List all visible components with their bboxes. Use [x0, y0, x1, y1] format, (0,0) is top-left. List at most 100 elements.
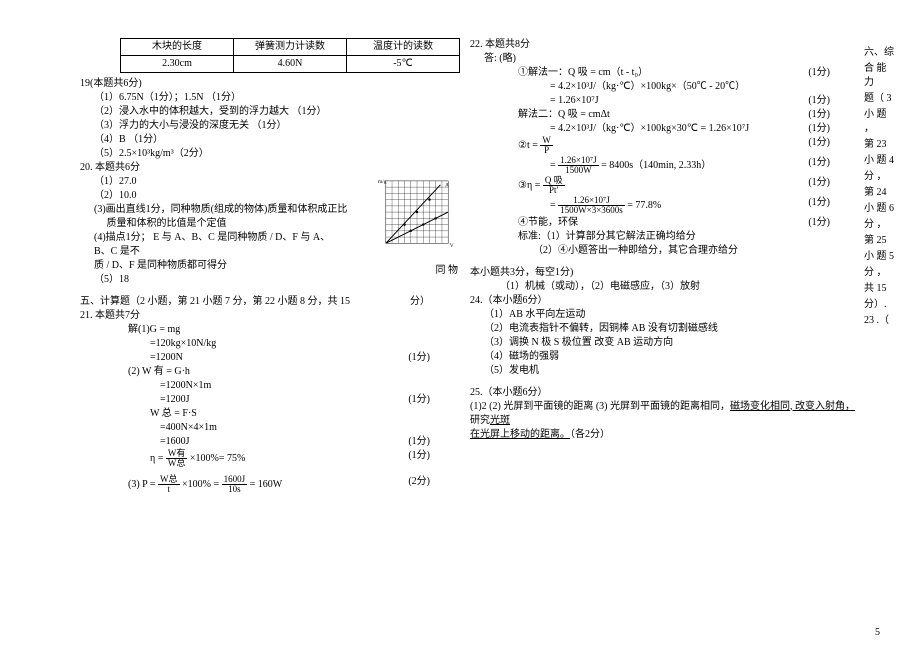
t3-formula: ③η = Q 吸Pt′ [470, 176, 565, 196]
t2-formula: ②t = WP [470, 136, 553, 156]
r-line: 小 题 ， [864, 108, 894, 136]
t3-lhs: ③η = [518, 180, 543, 191]
r-line: 第 24 [864, 186, 894, 200]
q19-line: （4）B （1分） [80, 133, 460, 147]
score: (1分) [808, 66, 830, 80]
p-mid: ×100% = [182, 479, 222, 490]
axis-label-m: m/g [378, 179, 387, 185]
q20-line: （2）10.0 [80, 189, 374, 203]
r-line: 分 ， [864, 266, 894, 280]
page-root: 木块的长度 弹簧测力计读数 温度计的读数 2.30cm 4.60N -5℃ 19… [0, 0, 920, 650]
eta-lhs: η = [150, 453, 166, 464]
q24-line: （4）磁场的强弱 [470, 350, 860, 364]
chart-wrap: m/g A V 同 物 [374, 175, 460, 278]
score: (1分) [808, 136, 830, 156]
score: (1分) [808, 156, 830, 176]
q20-body: （1）27.0 （2）10.0 (3)画出直线1分，同种物质(组成的物体)质量和… [80, 175, 460, 287]
q21-line: =1200N×1m [80, 379, 460, 393]
t2-lhs: ②t = [518, 140, 540, 151]
t3b-rhs: = 77.8% [627, 200, 661, 211]
score: (1分) [408, 393, 430, 407]
q19-line: （1）6.75N（1分）；1.5N （1分） [80, 91, 460, 105]
q25-e: 在光屏上移动的距离。 [470, 429, 570, 440]
left-column: 木块的长度 弹簧测力计读数 温度计的读数 2.30cm 4.60N -5℃ 19… [80, 38, 460, 630]
r-line: 分 ， [864, 218, 894, 232]
q22-line: ④节能，环保 [470, 216, 578, 230]
tail-text: 同 物 [374, 264, 460, 278]
r-line: 第 25 [864, 234, 894, 248]
r-line: 题（ 3 [864, 92, 894, 106]
p-formula: (3) P = W总t ×100% = 1600J10s = 160W [80, 475, 282, 495]
q19-title: 19(本题共6分) [80, 77, 460, 91]
score: (1分) [408, 449, 430, 469]
r-line: 六、综 [864, 46, 894, 60]
q20-line: (3)画出直线1分，同种物质(组成的物体)质量和体积成正比 [80, 203, 374, 217]
td-temp: -5℃ [347, 56, 460, 73]
score: (1分) [808, 216, 830, 230]
r-line: 23 .（ [864, 314, 894, 328]
q19-line: （5）2.5×10³kg/m³（2分） [80, 147, 460, 161]
q25-line: (1)2 (2) 光屏到平面镜的距离 (3) 光屏到平面镜的距离相同，磁场变化相… [470, 400, 860, 428]
q25-c: 研究 [470, 415, 490, 426]
table-row: 木块的长度 弹簧测力计读数 温度计的读数 [121, 39, 460, 56]
score: (2分) [408, 475, 430, 495]
score: (1分) [808, 122, 830, 136]
eta-den: W总 [166, 459, 188, 468]
section5-title: 五、计算题（2 小题，第 21 小题 7 分，第 22 小题 8 分，共 15 [80, 295, 350, 309]
q21-line: W 总 = F·S [80, 407, 460, 421]
td-length: 2.30cm [121, 56, 234, 73]
q24-line: （3）调换 N 极 S 极位置 改变 AB 运动方向 [470, 336, 860, 350]
sub3-title: 本小题共3分，每空1分) [470, 266, 860, 280]
section5-tail: 分） [410, 295, 430, 309]
q20-title: 20. 本题共6分 [80, 161, 460, 175]
r-line: 共 15 [864, 282, 894, 296]
r-line: 分 ， [864, 170, 894, 184]
td-spring: 4.60N [234, 56, 347, 73]
r-line: 合 能 力 [864, 62, 894, 90]
q22-line: 解法二：Q 吸 = cmΔt [470, 108, 610, 122]
q21-line: =1200N [80, 351, 183, 365]
r-line: 第 23 [864, 138, 894, 152]
q25-f: （各2分） [570, 429, 610, 440]
q25-title: 25.（本小题6分） [470, 386, 860, 400]
q20-line: （5）18 [80, 273, 374, 287]
q21-line: =120kg×10N/kg [80, 337, 460, 351]
t3b-formula: = 1.26×10⁷J1500W×3×3600s = 77.8% [470, 196, 661, 216]
p-den2: 10s [222, 485, 248, 494]
q21-line: (2) W 有 = G·h [80, 365, 460, 379]
q25-line2: 在光屏上移动的距离。（各2分） [470, 428, 860, 442]
score: (1分) [408, 435, 430, 449]
r-line: 小 题 6 [864, 202, 894, 216]
q20-line: (4)描点1分； E 与 A、B、C 是同种物质 / D、F 与 A、B、C 是… [80, 231, 344, 259]
svg-text:A: A [445, 182, 449, 188]
q24-line: （2）电流表指针不偏转，因铜棒 AB 没有切割磁感线 [470, 322, 860, 336]
q22-line: = 4.2×10³J/（kg·℃）×100kg×30℃ = 1.26×10⁷J [470, 122, 749, 136]
right-column: 六、综 合 能 力 题（ 3 小 题 ， 第 23 小 题 4 分 ， 第 24… [864, 46, 894, 630]
eta-rhs: ×100%= 75% [190, 453, 245, 464]
q19-line: （2）浸入水中的体积越大，受到的浮力越大 （1分） [80, 105, 460, 119]
eta-formula: η = W有W总 ×100%= 75% [80, 449, 245, 469]
std-line: 标准:（1）计算部分其它解法正确均给分 [470, 230, 860, 244]
q21-line: 解(1)G = mg [80, 323, 460, 337]
score: (1分) [808, 108, 830, 122]
score: (1分) [808, 196, 830, 216]
q22-ans: 答: (略) [470, 52, 860, 66]
t2-den: P [540, 146, 553, 155]
q24-title: 24.（本小题6分） [470, 294, 860, 308]
axis-label-v: V [450, 243, 454, 249]
score: (1分) [408, 351, 430, 365]
th-temp: 温度计的读数 [347, 39, 460, 56]
q20-line: （1）27.0 [80, 175, 374, 189]
th-length: 木块的长度 [121, 39, 234, 56]
page-number: 5 [875, 626, 880, 640]
q19-line: （3）浮力的大小与浸没的深度无关 （1分） [80, 119, 460, 133]
t3b-den: 1500W×3×3600s [558, 206, 625, 215]
std-line: （2）④小题答出一种即给分，其它合理亦给分 [470, 244, 860, 258]
q25-d: 光斑 [490, 415, 510, 426]
q21-line: =400N×4×1m [80, 421, 460, 435]
measurement-table: 木块的长度 弹簧测力计读数 温度计的读数 2.30cm 4.60N -5℃ [120, 38, 460, 73]
t3-den: Pt′ [543, 186, 565, 195]
th-spring: 弹簧测力计读数 [234, 39, 347, 56]
q25-b: 磁场变化相同, 改变入射角， [730, 401, 855, 412]
q21-line: =1200J [80, 393, 190, 407]
